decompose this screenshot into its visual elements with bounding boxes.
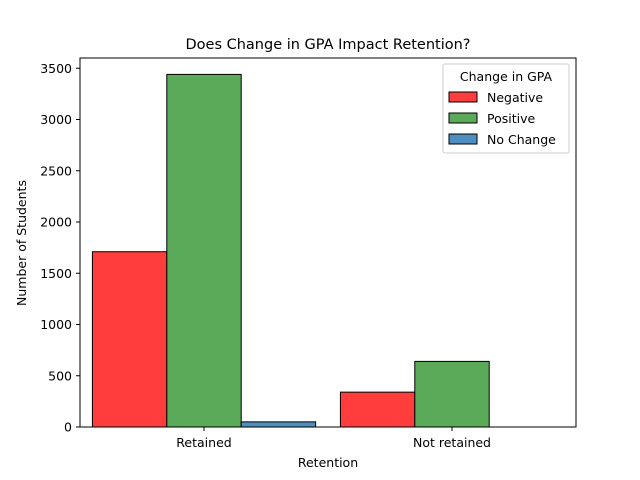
bar [414, 360, 490, 428]
chart-title: Does Change in GPA Impact Retention? [185, 37, 470, 53]
axes-frame [79, 57, 577, 428]
legend-swatch [448, 112, 478, 124]
x-axis-label: Retention [298, 455, 358, 470]
plot-area: Retained Not retained 0 500 1000 1500 2000 2500… [40, 57, 577, 450]
legend-box [442, 63, 570, 154]
legend-label: Positive [487, 111, 535, 126]
legend-title: Change in GPA [460, 69, 553, 84]
y-tick-label: 3000 [40, 112, 72, 127]
y-tick-label: 1000 [40, 317, 72, 332]
bar [240, 421, 317, 428]
bar [91, 251, 168, 428]
y-tick-label: 0 [64, 420, 72, 435]
bar [339, 391, 416, 428]
bar [166, 73, 242, 428]
legend-label: No Change [487, 132, 556, 147]
legend-swatch [448, 133, 478, 145]
y-tick-label: 1500 [40, 266, 72, 281]
legend-label: Negative [487, 90, 543, 105]
y-tick-label: 2000 [40, 215, 72, 230]
legend: Change in GPA Negative Positive No Change [442, 63, 570, 154]
y-axis-label: Number of Students [14, 180, 29, 306]
legend-swatch [448, 91, 478, 103]
y-tick-label: 2500 [40, 163, 72, 178]
x-tick-label: Retained [176, 435, 231, 450]
x-tick-label: Not retained [413, 435, 491, 450]
y-tick-label: 3500 [40, 61, 72, 76]
legend-entries: Negative Positive No Change [448, 90, 556, 147]
y-tick-label: 500 [48, 368, 72, 383]
